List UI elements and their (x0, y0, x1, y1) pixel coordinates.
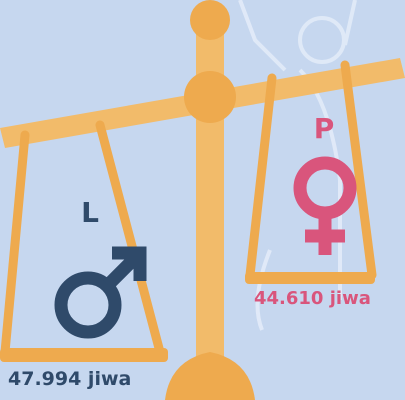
beam-hub (184, 71, 236, 123)
right-letter: P (314, 112, 335, 145)
female-symbol (293, 156, 357, 255)
right-pan (245, 272, 375, 284)
pole-base (165, 352, 255, 400)
pole (196, 10, 224, 360)
left-label: 47.994 jiwa (8, 368, 131, 390)
pole-knob (190, 0, 230, 40)
left-strings (0, 120, 165, 357)
left-letter: L (81, 196, 99, 229)
right-label: 44.610 jiwa (254, 288, 371, 309)
male-symbol (54, 246, 147, 339)
left-pan (0, 348, 168, 362)
right-strings (245, 60, 377, 280)
background-figure (238, 0, 357, 331)
